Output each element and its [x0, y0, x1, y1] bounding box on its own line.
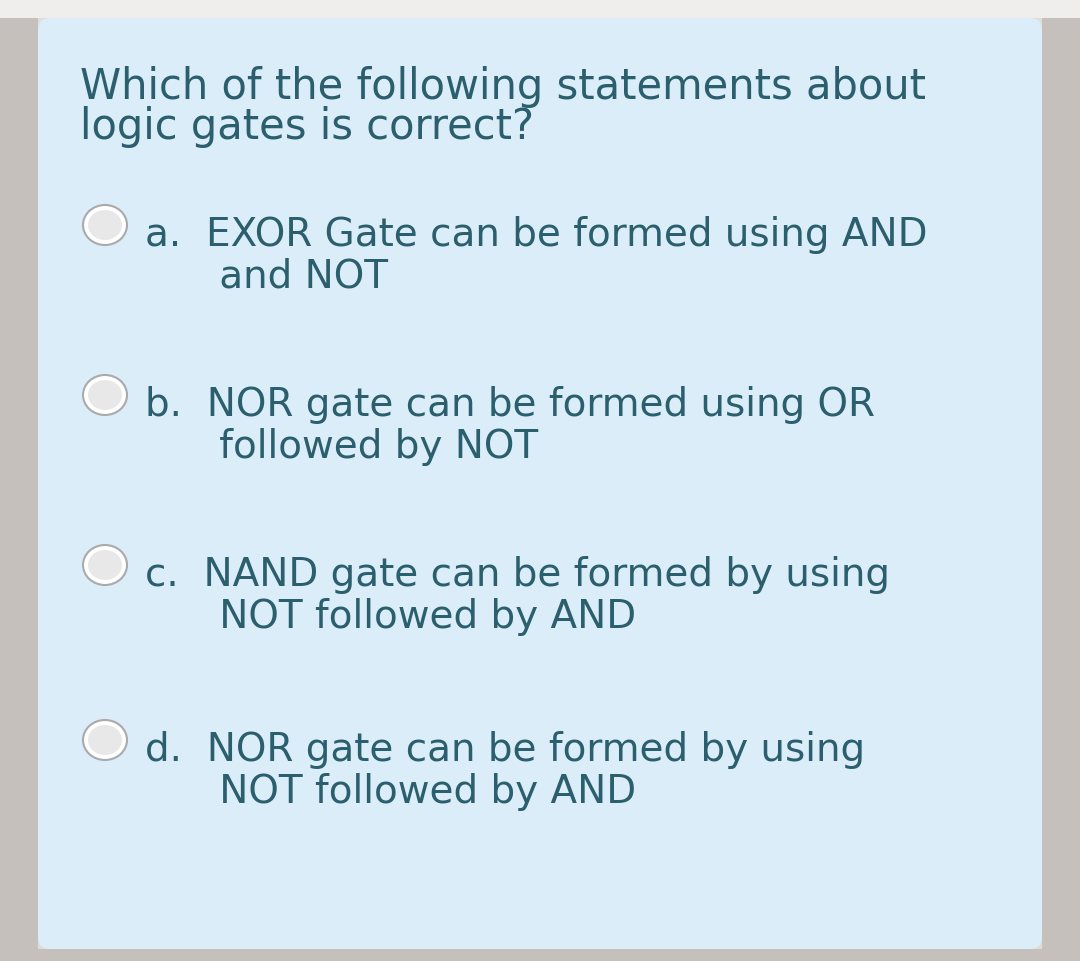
FancyBboxPatch shape: [0, 18, 38, 961]
Ellipse shape: [83, 375, 127, 415]
FancyBboxPatch shape: [1042, 18, 1080, 961]
Text: c.  NAND gate can be formed by using: c. NAND gate can be formed by using: [145, 556, 890, 594]
Text: a.  EXOR Gate can be formed using AND: a. EXOR Gate can be formed using AND: [145, 216, 928, 254]
Text: b.  NOR gate can be formed using OR: b. NOR gate can be formed using OR: [145, 386, 875, 424]
FancyBboxPatch shape: [0, 0, 1080, 18]
Ellipse shape: [87, 725, 122, 755]
Text: Which of the following statements about: Which of the following statements about: [80, 66, 926, 108]
Ellipse shape: [83, 205, 127, 245]
Text: NOT followed by AND: NOT followed by AND: [145, 773, 636, 811]
Text: and NOT: and NOT: [145, 258, 388, 296]
Text: d.  NOR gate can be formed by using: d. NOR gate can be formed by using: [145, 731, 865, 769]
Ellipse shape: [87, 380, 122, 410]
Ellipse shape: [87, 550, 122, 580]
Text: logic gates is correct?: logic gates is correct?: [80, 106, 534, 148]
Text: followed by NOT: followed by NOT: [145, 428, 538, 466]
Ellipse shape: [87, 210, 122, 240]
Ellipse shape: [83, 720, 127, 760]
FancyBboxPatch shape: [0, 949, 1080, 961]
FancyBboxPatch shape: [38, 18, 1042, 949]
Ellipse shape: [83, 545, 127, 585]
Text: NOT followed by AND: NOT followed by AND: [145, 598, 636, 636]
